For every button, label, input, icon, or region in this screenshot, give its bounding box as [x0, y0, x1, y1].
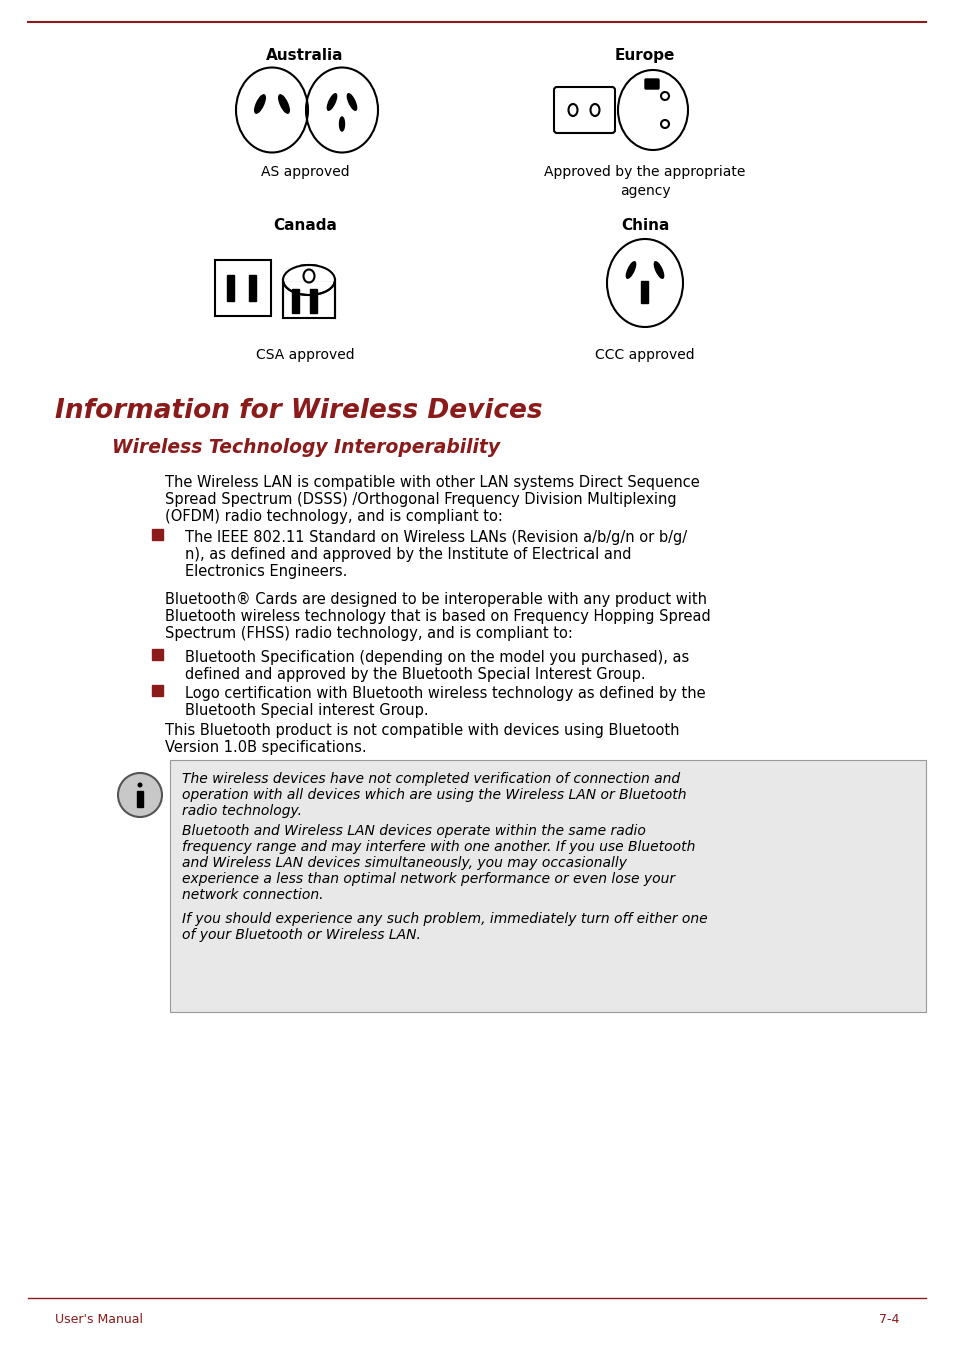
Ellipse shape	[339, 117, 344, 130]
Bar	[283, 280, 335, 317]
Text: Electronics Engineers.: Electronics Engineers.	[185, 564, 347, 578]
Bar	[170, 760, 925, 1011]
Text: Bluetooth wireless technology that is based on Frequency Hopping Spread: Bluetooth wireless technology that is ba…	[165, 609, 710, 624]
Text: network connection.: network connection.	[182, 888, 323, 902]
Ellipse shape	[118, 773, 162, 816]
Bar	[152, 685, 163, 695]
Bar	[249, 274, 255, 301]
Text: Europe: Europe	[614, 48, 675, 63]
Text: Bluetooth Special interest Group.: Bluetooth Special interest Group.	[185, 703, 428, 718]
Text: Canada: Canada	[273, 218, 336, 233]
Text: Version 1.0B specifications.: Version 1.0B specifications.	[165, 740, 366, 755]
Text: AS approved: AS approved	[260, 165, 349, 179]
Text: Approved by the appropriate
agency: Approved by the appropriate agency	[544, 165, 745, 199]
Text: defined and approved by the Bluetooth Special Interest Group.: defined and approved by the Bluetooth Sp…	[185, 667, 645, 682]
Ellipse shape	[254, 94, 265, 113]
Bar	[214, 260, 271, 316]
Text: Bluetooth® Cards are designed to be interoperable with any product with: Bluetooth® Cards are designed to be inte…	[165, 592, 706, 607]
Text: n), as defined and approved by the Institute of Electrical and: n), as defined and approved by the Insti…	[185, 547, 631, 562]
Text: frequency range and may interfere with one another. If you use Bluetooth: frequency range and may interfere with o…	[182, 841, 695, 854]
Bar	[137, 791, 143, 807]
Text: Wireless Technology Interoperability: Wireless Technology Interoperability	[112, 438, 499, 457]
Text: experience a less than optimal network performance or even lose your: experience a less than optimal network p…	[182, 872, 675, 886]
Text: radio technology.: radio technology.	[182, 804, 302, 818]
Bar	[640, 281, 647, 303]
Bar	[227, 274, 233, 301]
Text: operation with all devices which are using the Wireless LAN or Bluetooth: operation with all devices which are usi…	[182, 788, 686, 802]
Text: The IEEE 802.11 Standard on Wireless LANs (Revision a/b/g/n or b/g/: The IEEE 802.11 Standard on Wireless LAN…	[185, 530, 686, 545]
Bar	[152, 529, 163, 539]
Text: Spread Spectrum (DSSS) /Orthogonal Frequency Division Multiplexing: Spread Spectrum (DSSS) /Orthogonal Frequ…	[165, 492, 676, 507]
Text: User's Manual: User's Manual	[55, 1313, 143, 1326]
Text: CSA approved: CSA approved	[255, 348, 354, 362]
Text: and Wireless LAN devices simultaneously, you may occasionally: and Wireless LAN devices simultaneously,…	[182, 855, 626, 870]
Bar	[292, 289, 298, 313]
Ellipse shape	[278, 94, 289, 113]
Text: Information for Wireless Devices: Information for Wireless Devices	[55, 398, 542, 424]
Text: Spectrum (FHSS) radio technology, and is compliant to:: Spectrum (FHSS) radio technology, and is…	[165, 625, 572, 642]
Ellipse shape	[327, 94, 336, 110]
Text: 7-4: 7-4	[878, 1313, 898, 1326]
Text: CCC approved: CCC approved	[595, 348, 694, 362]
Text: The Wireless LAN is compatible with other LAN systems Direct Sequence: The Wireless LAN is compatible with othe…	[165, 475, 699, 490]
Text: Australia: Australia	[266, 48, 343, 63]
Bar	[310, 289, 316, 313]
FancyBboxPatch shape	[644, 79, 659, 89]
Bar	[152, 650, 163, 660]
Text: The wireless devices have not completed verification of connection and: The wireless devices have not completed …	[182, 772, 679, 785]
Text: (OFDM) radio technology, and is compliant to:: (OFDM) radio technology, and is complian…	[165, 508, 502, 525]
Text: If you should experience any such problem, immediately turn off either one: If you should experience any such proble…	[182, 912, 707, 925]
Text: Logo certification with Bluetooth wireless technology as defined by the: Logo certification with Bluetooth wirele…	[185, 686, 705, 701]
Text: This Bluetooth product is not compatible with devices using Bluetooth: This Bluetooth product is not compatible…	[165, 724, 679, 738]
Ellipse shape	[654, 262, 663, 278]
Text: Bluetooth Specification (depending on the model you purchased), as: Bluetooth Specification (depending on th…	[185, 650, 688, 664]
Text: Bluetooth and Wireless LAN devices operate within the same radio: Bluetooth and Wireless LAN devices opera…	[182, 824, 645, 838]
Bar	[282, 265, 335, 281]
Text: China: China	[620, 218, 668, 233]
Ellipse shape	[626, 262, 635, 278]
Ellipse shape	[137, 783, 142, 788]
Text: of your Bluetooth or Wireless LAN.: of your Bluetooth or Wireless LAN.	[182, 928, 420, 942]
Ellipse shape	[347, 94, 356, 110]
